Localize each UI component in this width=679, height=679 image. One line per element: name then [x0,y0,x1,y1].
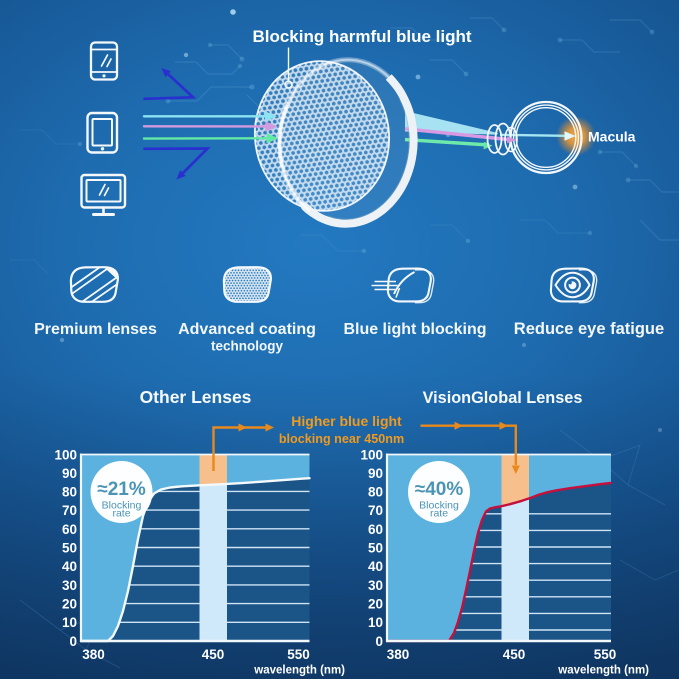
svg-text:rate: rate [430,508,448,520]
svg-text:80: 80 [368,485,383,500]
svg-text:100: 100 [54,447,77,462]
svg-text:450: 450 [503,647,526,662]
svg-text:Reduce eye fatigue: Reduce eye fatigue [514,320,664,338]
svg-text:50: 50 [368,541,383,556]
svg-text:Other Lenses: Other Lenses [140,387,252,407]
svg-text:20: 20 [62,597,77,612]
svg-text:≈40%: ≈40% [415,479,464,500]
svg-text:Blue light blocking: Blue light blocking [343,321,486,338]
svg-text:wavelength (nm): wavelength (nm) [253,665,345,677]
svg-text:60: 60 [368,522,383,537]
svg-text:Blocking: Blocking [102,500,142,512]
svg-text:Premium lenses: Premium lenses [34,321,157,338]
svg-text:Macula: Macula [588,129,636,145]
svg-text:technology: technology [211,339,283,354]
svg-text:Higher blue light: Higher blue light [291,413,402,429]
svg-text:40: 40 [62,559,77,574]
svg-text:80: 80 [62,485,77,500]
svg-text:50: 50 [62,541,77,556]
svg-text:380: 380 [387,647,410,662]
svg-text:0: 0 [69,634,77,649]
svg-text:VisionGlobal Lenses: VisionGlobal Lenses [423,389,583,407]
svg-text:0: 0 [375,634,383,649]
svg-text:60: 60 [62,522,77,537]
svg-text:20: 20 [368,597,383,612]
svg-text:Advanced coating: Advanced coating [178,321,316,338]
svg-text:90: 90 [62,466,77,481]
svg-text:30: 30 [62,578,77,593]
svg-text:30: 30 [368,578,383,593]
svg-text:550: 550 [287,647,310,662]
svg-text:70: 70 [62,503,77,518]
svg-text:≈21%: ≈21% [97,479,146,500]
svg-text:blocking near 450nm: blocking near 450nm [279,432,404,446]
svg-text:100: 100 [360,447,383,462]
svg-text:wavelength (nm): wavelength (nm) [557,665,649,677]
svg-text:380: 380 [82,647,105,662]
svg-text:450: 450 [202,647,225,662]
svg-text:10: 10 [368,615,383,630]
svg-text:40: 40 [368,559,383,574]
svg-text:Blocking harmful blue light: Blocking harmful blue light [252,27,471,46]
svg-text:Blocking: Blocking [419,500,459,512]
svg-text:rate: rate [112,508,130,520]
svg-text:10: 10 [62,615,77,630]
svg-text:90: 90 [368,466,383,481]
svg-text:70: 70 [368,503,383,518]
svg-text:550: 550 [594,647,617,662]
